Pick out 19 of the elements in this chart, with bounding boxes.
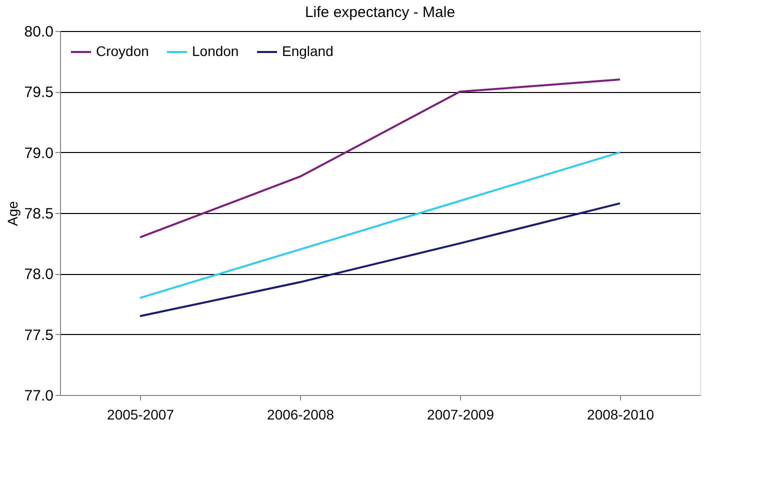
- line-series: [139, 151, 621, 299]
- x-tick-label: 2007-2009: [427, 406, 494, 422]
- legend-label: England: [282, 43, 334, 59]
- y-tick-label: 80.0: [24, 24, 54, 40]
- legend-label: London: [192, 43, 239, 59]
- line-series: [139, 78, 621, 238]
- line-series: [139, 202, 621, 318]
- y-tick-label: 77.5: [24, 326, 54, 344]
- y-axis-title: Age: [4, 200, 20, 226]
- y-tick-label: 78.5: [24, 206, 54, 222]
- x-tick-label: 2005-2007: [107, 406, 174, 422]
- x-tick-label: 2006-2008: [267, 406, 334, 422]
- y-tick-label: 77.0: [24, 388, 54, 404]
- chart-title: Life expectancy - Male: [304, 4, 456, 21]
- y-tick-label: 79.0: [24, 144, 54, 162]
- y-tick-label: 78.0: [24, 266, 54, 284]
- legend-label: Croydon: [96, 43, 149, 59]
- y-tick-label: 79.5: [24, 84, 54, 102]
- x-tick-label: 2008-2010: [587, 406, 654, 422]
